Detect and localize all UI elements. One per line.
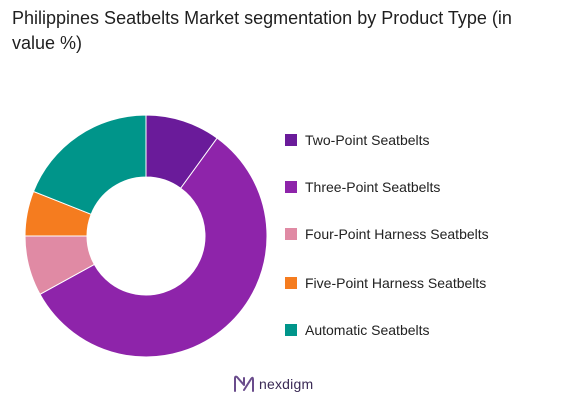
nexdigm-logo-icon: [234, 375, 254, 392]
donut-slices: [24, 114, 268, 358]
legend-swatch: [285, 228, 297, 240]
legend-item-four-point-harness[interactable]: Four-Point Harness Seatbelts: [285, 224, 489, 244]
legend-swatch: [285, 181, 297, 193]
legend-label: Five-Point Harness Seatbelts: [305, 275, 487, 291]
legend-item-five-point-harness[interactable]: Five-Point Harness Seatbelts: [285, 273, 486, 293]
brand-footer: nexdigm: [233, 373, 313, 395]
legend-swatch: [285, 324, 297, 336]
legend-item-automatic[interactable]: Automatic Seatbelts: [285, 320, 430, 340]
legend-item-three-point[interactable]: Three-Point Seatbelts: [285, 177, 440, 197]
legend-label: Three-Point Seatbelts: [305, 179, 441, 195]
slice-three-point: [39, 137, 268, 358]
legend-swatch: [285, 277, 297, 289]
legend-label: Two-Point Seatbelts: [305, 132, 430, 148]
brand-name: nexdigm: [259, 376, 314, 392]
chart-title: Philippines Seatbelts Market segmentatio…: [12, 8, 512, 53]
legend-item-two-point[interactable]: Two-Point Seatbelts: [285, 130, 430, 150]
legend-swatch: [285, 134, 297, 146]
legend-label: Automatic Seatbelts: [305, 322, 430, 338]
slice-automatic: [32, 114, 147, 215]
legend-label: Four-Point Harness Seatbelts: [305, 226, 489, 242]
